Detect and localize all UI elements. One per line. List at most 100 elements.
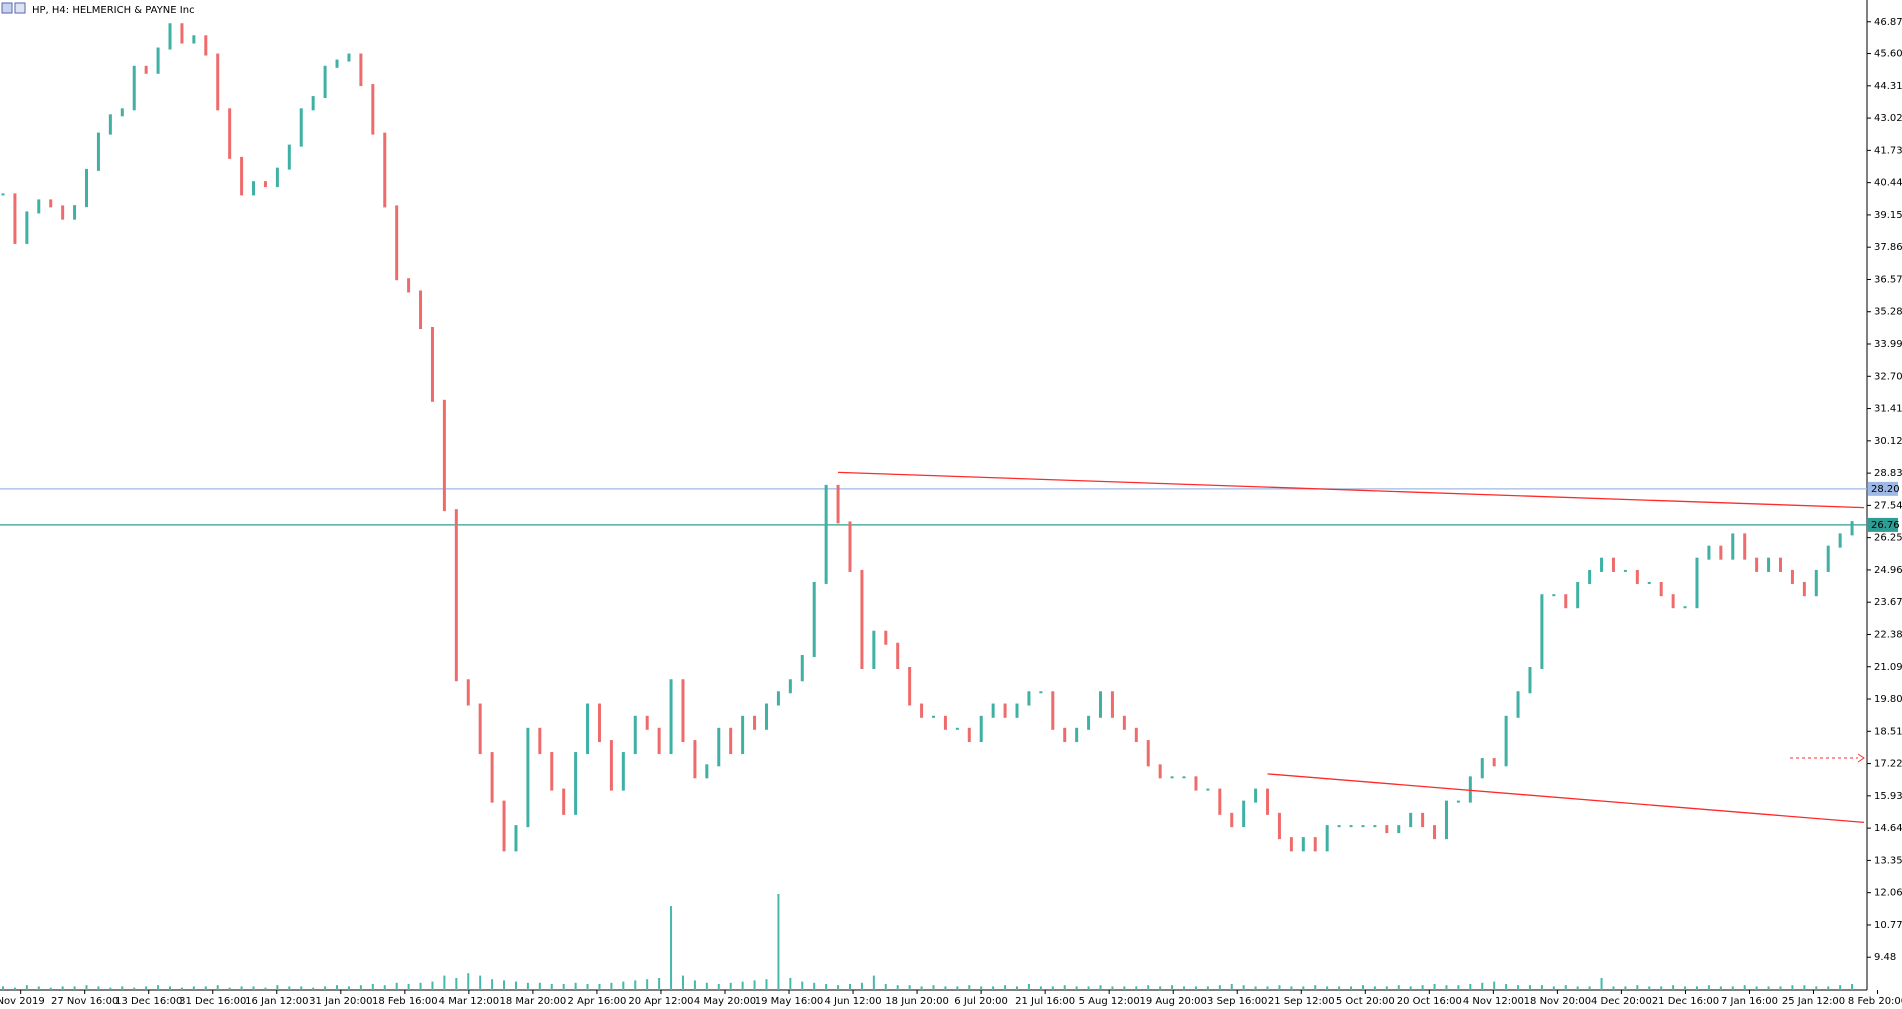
price-bar: [240, 156, 244, 196]
volume-bar: [550, 984, 553, 990]
level-tag: [1868, 481, 1898, 496]
price-bar: [597, 703, 601, 743]
price-bar: [204, 35, 208, 56]
price-bar: [25, 211, 29, 244]
price-bar: [681, 679, 685, 743]
price-bar: [1492, 758, 1496, 767]
y-tick-label: 43.02: [1874, 113, 1902, 124]
volume-bar: [180, 987, 183, 990]
y-tick-label: 41.73: [1874, 145, 1902, 156]
price-bar: [1552, 594, 1556, 597]
level-label: 26.76: [1871, 520, 1900, 531]
price-bar: [1218, 788, 1222, 815]
y-tick-label: 46.87: [1874, 17, 1902, 28]
price-bar: [311, 96, 315, 111]
price-bar: [1659, 581, 1663, 597]
price-bar: [633, 715, 637, 755]
volume-bar: [1803, 985, 1806, 990]
price-bar: [73, 205, 77, 220]
price-bar: [955, 727, 959, 730]
price-bar: [1421, 812, 1425, 828]
volume-bar: [1230, 984, 1233, 990]
volume-bar: [1290, 986, 1293, 990]
volume-bar: [1528, 985, 1531, 990]
price-bar: [395, 205, 399, 281]
x-tick-label: 19 May 16:00: [755, 996, 824, 1007]
price-bar: [824, 484, 828, 584]
volume-bar: [705, 982, 708, 990]
volume-bar: [646, 979, 649, 990]
price-bar: [371, 84, 375, 135]
price-bar: [586, 703, 590, 755]
x-tick-label: 31 Jan 20:00: [309, 996, 372, 1007]
volume-bar: [1159, 986, 1162, 990]
volume-bar: [1266, 986, 1269, 990]
trendline: [838, 471, 1865, 509]
volume-bar: [324, 986, 327, 990]
y-tick-label: 32.70: [1874, 371, 1902, 382]
price-bar: [490, 752, 494, 803]
y-tick-label: 31.41: [1874, 404, 1902, 415]
price-bar: [1540, 594, 1544, 670]
volume-bar: [252, 986, 255, 990]
price-bar: [1134, 727, 1138, 743]
volume-bar: [1194, 986, 1197, 990]
price-bar: [1385, 825, 1389, 834]
volume-bar: [813, 982, 816, 990]
price-bar: [168, 23, 172, 50]
price-bar: [1802, 581, 1806, 597]
volume-bar: [777, 894, 780, 990]
volume-bar: [693, 980, 696, 990]
volume-bar: [681, 975, 684, 990]
volume-bar: [1684, 986, 1687, 990]
price-bar: [1194, 776, 1198, 791]
price-bar: [359, 53, 363, 87]
volume-bar: [1445, 985, 1448, 990]
price-bar: [383, 132, 387, 208]
price-bar: [717, 727, 721, 767]
price-bar: [1850, 521, 1854, 536]
volume-bar: [896, 985, 899, 990]
volume-bar: [992, 986, 995, 990]
volume-bar: [1183, 986, 1186, 990]
volume-bar: [1612, 986, 1615, 990]
volume-bar: [1111, 986, 1114, 990]
price-bar: [347, 53, 351, 62]
volume-bar: [347, 986, 350, 990]
price-bar: [812, 581, 816, 657]
price-bar: [932, 715, 935, 718]
volume-bar: [526, 982, 529, 990]
price-bar: [1480, 758, 1484, 779]
y-tick-label: 15.93: [1874, 791, 1902, 802]
price-bar: [1409, 812, 1413, 828]
x-tick-label: 4 Mar 12:00: [439, 996, 499, 1007]
volume-bar: [407, 984, 410, 990]
price-bar: [1444, 800, 1448, 840]
volume-bar: [1660, 986, 1663, 990]
volume-bar: [288, 986, 291, 990]
volume-bar: [383, 985, 386, 990]
price-bar: [788, 679, 792, 694]
volume-bar: [336, 985, 339, 990]
volume-bar: [216, 985, 219, 990]
volume-bar: [276, 985, 279, 990]
volume-bar: [1278, 985, 1281, 990]
price-bar: [1623, 569, 1627, 572]
price-bar: [1528, 667, 1532, 694]
price-bar: [419, 290, 423, 329]
price-bar: [693, 740, 697, 779]
volume-bar: [479, 975, 482, 990]
price-bar: [1337, 825, 1341, 828]
price-bar: [1826, 545, 1830, 572]
volume-bar: [395, 982, 398, 990]
volume-bar: [538, 982, 541, 990]
price-bar: [85, 168, 89, 208]
volume-bar: [1779, 986, 1782, 990]
trendline: [1267, 773, 1865, 824]
volume-bar: [586, 984, 589, 990]
volume-bar: [1004, 985, 1007, 990]
y-tick-label: 13.35: [1874, 855, 1902, 866]
volume-bar: [312, 987, 315, 990]
volume-bar: [980, 986, 983, 990]
price-bar: [37, 199, 41, 214]
